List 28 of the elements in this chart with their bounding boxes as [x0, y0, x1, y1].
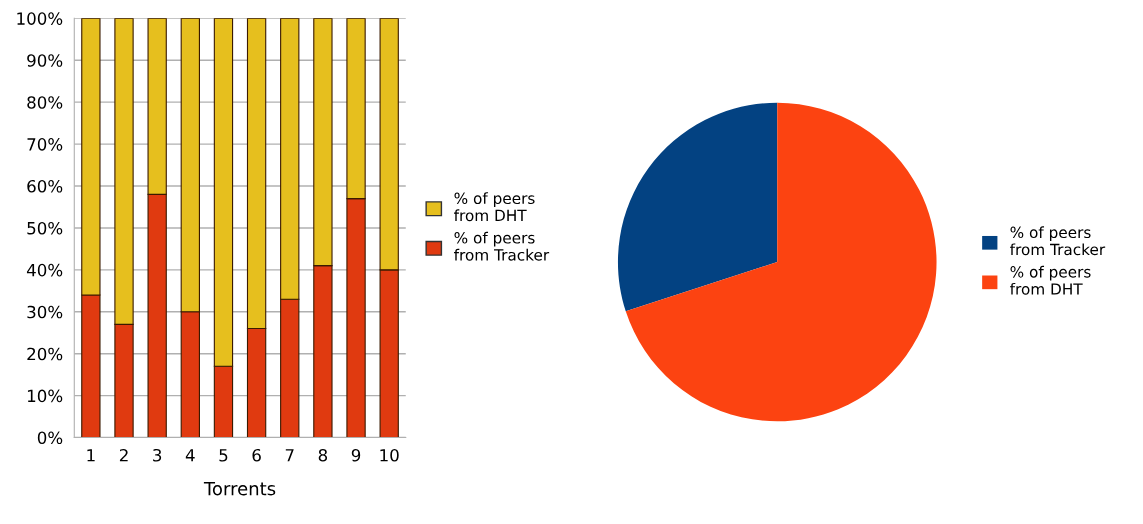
x-tick-label: 4 [185, 449, 195, 462]
y-tick-label: 90% [27, 54, 63, 67]
y-tick-label: 60% [27, 179, 63, 193]
y-tick-label: 0% [37, 431, 63, 445]
y-tick-label: 10% [27, 389, 63, 403]
y-tick-label: 100% [17, 12, 63, 25]
y-tick-label: 80% [27, 96, 63, 109]
x-tick-label: 7 [285, 449, 294, 462]
x-axis-title: Torrents [203, 482, 276, 496]
y-tick-label: 30% [27, 305, 63, 319]
y-tick-label: 50% [27, 221, 63, 235]
legend-label: % of peers from Tracker [1010, 226, 1106, 256]
legend-label: % of peers from DHT [1010, 265, 1091, 295]
x-tick-label: 6 [252, 448, 261, 462]
x-tick-label: 8 [318, 448, 328, 462]
y-tick-label: 40% [26, 263, 63, 277]
pie-slice [617, 102, 778, 312]
legend-label: % of peers from DHT [454, 192, 535, 222]
x-tick-label: 10 [380, 448, 399, 462]
pie-slice [625, 102, 937, 422]
x-tick-label: 3 [153, 448, 162, 462]
legend-label: % of peers from Tracker [454, 231, 550, 261]
x-tick-label: 9 [351, 448, 361, 462]
y-tick-label: 70% [27, 138, 63, 151]
y-tick-label: 20% [27, 347, 63, 361]
x-tick-label: 1 [87, 449, 95, 462]
x-tick-label: 2 [119, 448, 128, 462]
x-tick-label: 5 [219, 449, 228, 462]
